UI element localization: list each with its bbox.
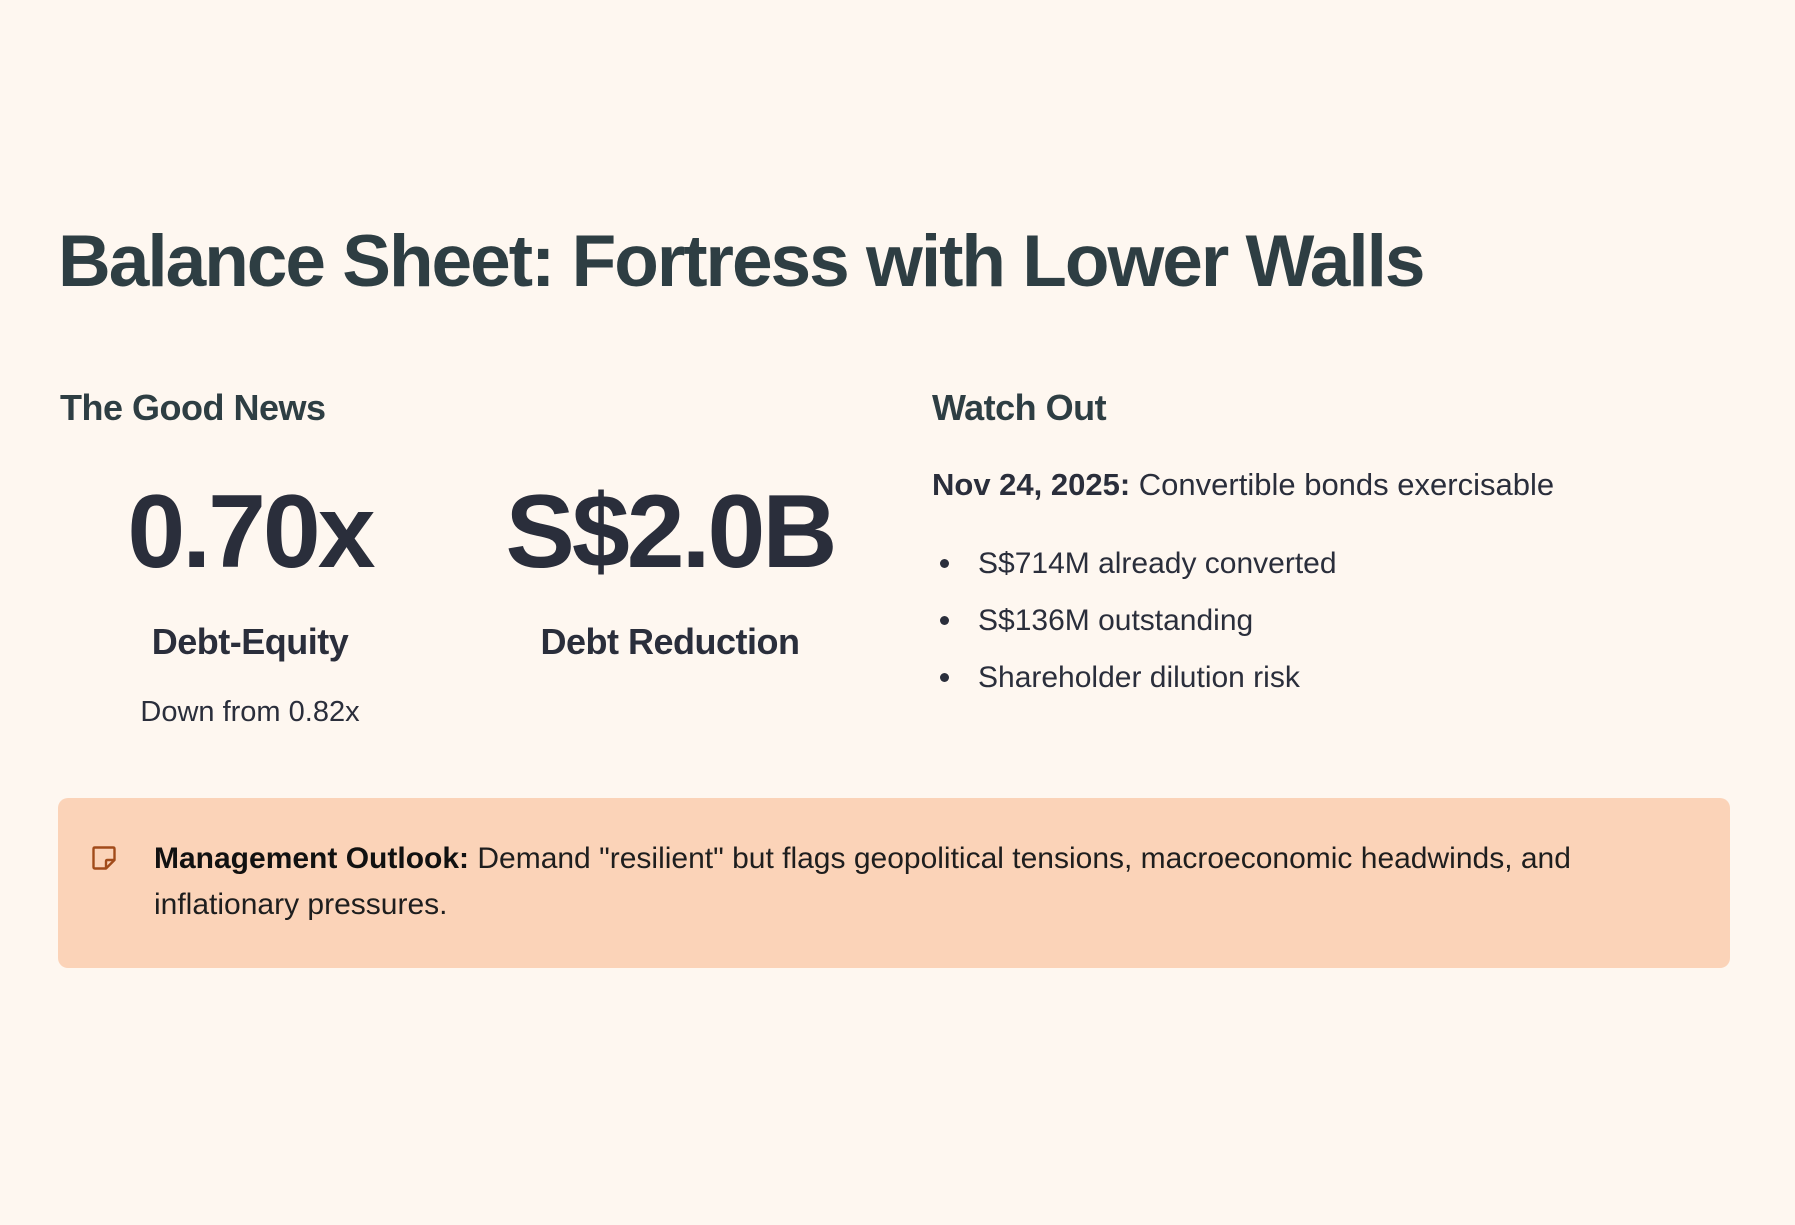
callout-text: Management Outlook: Demand "resilient" b… [154,836,1694,928]
bullet-icon [940,616,949,625]
list-item-text: Shareholder dilution risk [978,661,1300,694]
list-item: S$136M outstanding [932,592,1337,649]
watch-out-heading: Watch Out [932,387,1107,428]
metric-debt-reduction: S$2.0B Debt Reduction [480,480,860,663]
sticky-note-icon [92,846,116,870]
bullet-icon [940,673,949,682]
metric-debt-equity: 0.70x Debt-Equity Down from 0.82x [100,480,400,730]
callout-body: Demand "resilient" but flags geopolitica… [154,842,1571,921]
metric-note: Down from 0.82x [140,696,360,729]
slide-title: Balance Sheet: Fortress with Lower Walls [58,221,1425,302]
metric-value: S$2.0B [505,474,838,590]
watch-out-intro: Nov 24, 2025: Convertible bonds exercisa… [932,465,1554,505]
bullet-icon [940,559,949,568]
list-item: Shareholder dilution risk [932,649,1337,706]
good-news-heading: The Good News [60,387,326,428]
list-item: S$714M already converted [932,535,1337,592]
callout-label: Management Outlook: [154,842,470,875]
watch-out-list: S$714M already converted S$136M outstand… [932,535,1337,706]
management-outlook-callout: Management Outlook: Demand "resilient" b… [58,798,1730,968]
watch-out-intro-text: Convertible bonds exercisable [1130,467,1555,502]
metric-label: Debt-Equity [151,621,349,662]
watch-out-date: Nov 24, 2025: [932,467,1131,502]
list-item-text: S$136M outstanding [978,604,1254,637]
metric-label: Debt Reduction [540,621,801,662]
metric-value: 0.70x [127,474,375,590]
list-item-text: S$714M already converted [978,547,1337,580]
